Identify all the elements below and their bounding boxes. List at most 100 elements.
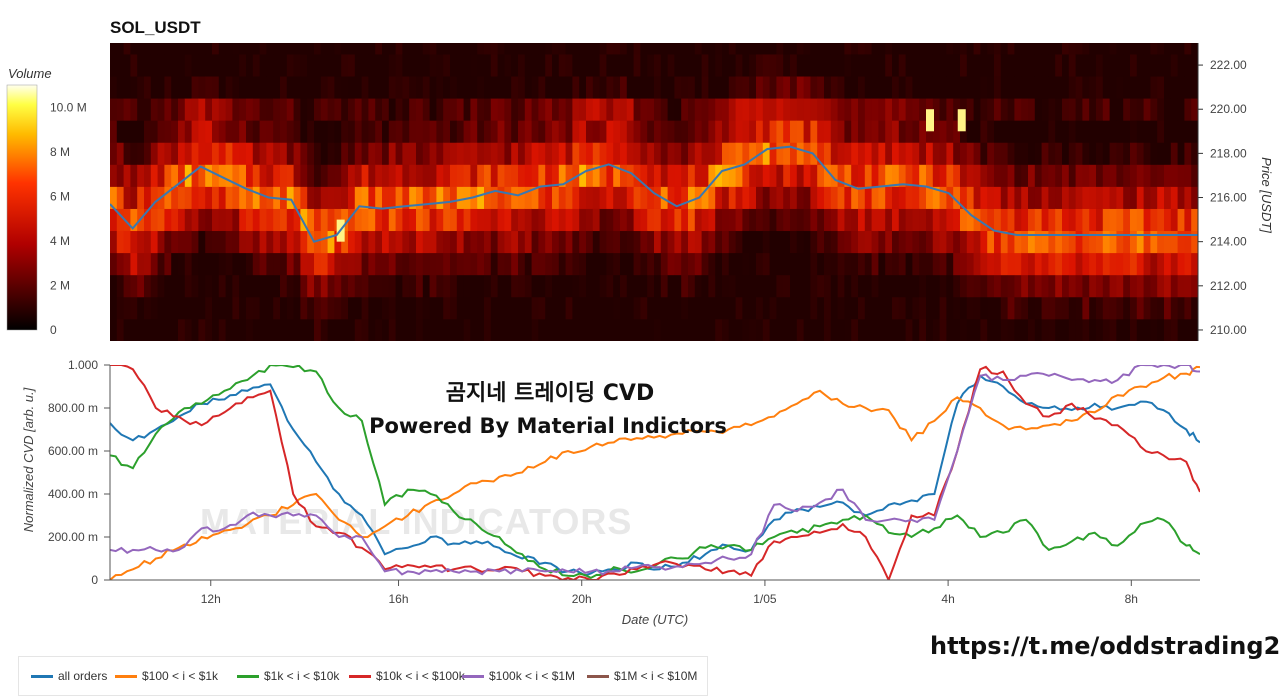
heatmap-cell — [728, 76, 737, 99]
heatmap-cell — [205, 43, 213, 55]
heatmap-cell — [885, 274, 893, 298]
heatmap-cell — [130, 142, 138, 165]
telegram-link[interactable]: https://t.me/oddstrading2 — [930, 632, 1280, 660]
heatmap-cell — [688, 208, 696, 232]
heatmap-cell — [756, 252, 764, 276]
heatmap-cell — [858, 164, 866, 187]
heatmap-cell — [688, 120, 696, 143]
heatmap-cell — [266, 318, 274, 341]
heatmap-cell — [225, 208, 233, 232]
heatmap-cell — [293, 274, 301, 298]
heatmap-cell — [1143, 296, 1151, 320]
heatmap-cell — [898, 230, 907, 254]
heatmap-cell — [443, 98, 451, 121]
legend-item[interactable]: $1M < i < $10M — [587, 657, 697, 695]
heatmap-cell — [171, 120, 179, 143]
heatmap-cell — [783, 252, 791, 276]
legend-item[interactable]: $10k < i < $100k — [349, 657, 465, 695]
heatmap-cell — [987, 318, 995, 341]
heatmap-cell — [368, 274, 376, 298]
heatmap-cell — [613, 76, 621, 99]
heatmap-cell — [728, 296, 737, 320]
heatmap-cell — [790, 208, 798, 232]
legend-swatch — [462, 674, 484, 678]
heatmap-cell — [871, 43, 879, 55]
heatmap-cell — [796, 318, 805, 341]
heatmap-cell — [932, 274, 941, 298]
heatmap-cell — [987, 142, 995, 165]
heatmap-cell — [912, 208, 920, 232]
heatmap-cell — [796, 230, 805, 254]
heatmap-cell — [973, 318, 981, 341]
heatmap-cell — [518, 252, 526, 276]
heatmap-cell — [769, 54, 777, 77]
colorbar-tick-label: 10.0 M — [50, 100, 87, 114]
legend-item[interactable]: $100k < i < $1M — [462, 657, 575, 695]
heatmap-cell — [606, 230, 614, 254]
heatmap-cell — [552, 318, 560, 341]
heatmap-cell — [953, 120, 961, 143]
heatmap-cell — [361, 76, 369, 99]
heatmap-cell — [953, 43, 961, 55]
heatmap-cell — [803, 296, 811, 320]
heatmap-cell — [1014, 54, 1022, 77]
heatmap-cell — [592, 296, 601, 320]
heatmap-cell — [994, 98, 1002, 121]
heatmap-cell — [382, 230, 390, 254]
heatmap-cell — [1143, 252, 1151, 276]
heatmap-cell — [164, 142, 172, 165]
heatmap-cell — [892, 142, 900, 165]
heatmap-cell — [1055, 318, 1063, 341]
heatmap-cell — [912, 230, 920, 254]
heatmap-cell — [708, 43, 716, 55]
heatmap-cell — [538, 318, 546, 341]
legend-item[interactable]: all orders — [31, 657, 107, 695]
legend-item[interactable]: $100 < i < $1k — [115, 657, 218, 695]
heatmap-cell — [892, 76, 900, 99]
heatmap-cell — [300, 142, 308, 165]
heatmap-cell — [742, 186, 750, 209]
heatmap-cell — [524, 76, 533, 99]
heatmap-cell — [395, 54, 403, 77]
heatmap-cell — [674, 142, 682, 165]
heatmap-cell — [980, 230, 988, 254]
heatmap-cell — [402, 54, 410, 77]
heatmap-cell — [518, 230, 526, 254]
heatmap-cell — [939, 142, 947, 165]
heatmap-cell — [402, 142, 410, 165]
heatmap-cell — [769, 230, 777, 254]
heatmap-cell — [1048, 43, 1056, 55]
heatmap-cell — [552, 252, 560, 276]
heatmap-cell — [1055, 98, 1063, 121]
legend-item[interactable]: $1k < i < $10k — [237, 657, 339, 695]
heatmap-cell — [851, 164, 859, 187]
heatmap-cell — [171, 318, 179, 341]
heatmap-cell — [1164, 186, 1172, 209]
heatmap-cell — [830, 164, 839, 187]
heatmap-cell — [116, 142, 125, 165]
heatmap-cell — [654, 186, 662, 209]
heatmap-cell — [205, 186, 213, 209]
heatmap-cell — [735, 252, 743, 276]
heatmap-cell — [429, 274, 437, 298]
heatmap-cell — [966, 76, 975, 99]
heatmap-cell — [348, 186, 356, 209]
heatmap-cell — [280, 164, 288, 187]
heatmap-cell — [871, 142, 879, 165]
heatmap-cell — [688, 252, 696, 276]
heatmap-cell — [667, 164, 675, 187]
heatmap-cell — [259, 43, 267, 55]
heatmap-cell — [402, 208, 410, 232]
heatmap-cell — [191, 98, 199, 121]
heatmap-cell — [1014, 164, 1022, 187]
heatmap-cell — [844, 208, 852, 232]
heatmap-cell — [1143, 274, 1151, 298]
heatmap-cell — [130, 76, 138, 99]
heatmap-cell — [613, 230, 621, 254]
heatmap-cell — [212, 120, 220, 143]
heatmap-cell — [341, 230, 349, 254]
heatmap-cell — [708, 230, 716, 254]
heatmap-cell — [218, 98, 227, 121]
heatmap-cell — [892, 208, 900, 232]
heatmap-cell — [150, 164, 159, 187]
